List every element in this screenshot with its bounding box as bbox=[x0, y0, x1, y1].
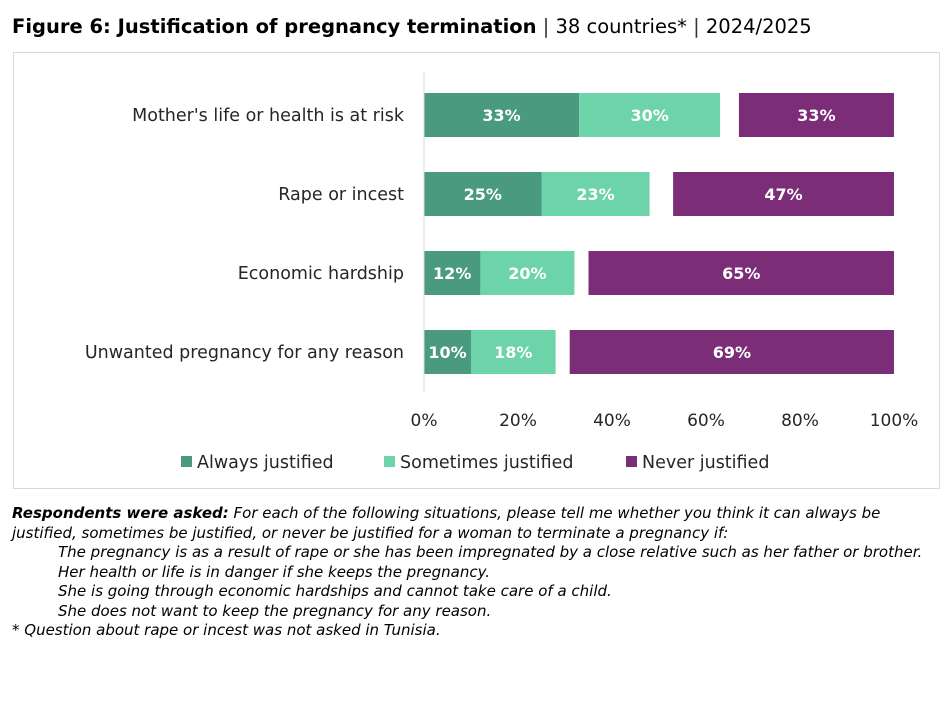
category-label: Unwanted pregnancy for any reason bbox=[85, 343, 404, 363]
legend: Always justified Sometimes justified Never… bbox=[181, 453, 769, 473]
bar-never bbox=[569, 330, 894, 374]
category-labels: Mother's life or health is at risk Rape o… bbox=[85, 106, 405, 363]
survey-period: 2024/2025 bbox=[705, 15, 812, 38]
legend-label: Never justified bbox=[642, 453, 769, 473]
bar-sometimes bbox=[579, 93, 721, 137]
x-tick-label: 20% bbox=[499, 411, 537, 431]
data-label: 25% bbox=[464, 185, 502, 204]
category-label: Economic hardship bbox=[238, 264, 404, 284]
x-tick-label: 100% bbox=[870, 411, 919, 431]
category-label: Rape or incest bbox=[278, 185, 404, 205]
stacked-bar-chart: 33% 30% 33% 25% 23% 47% 12% 20% 65% 10% 18% 69% Mot… bbox=[85, 73, 919, 473]
data-label: 30% bbox=[630, 106, 668, 125]
bar-always bbox=[424, 251, 481, 295]
bar-never bbox=[588, 251, 894, 295]
x-tick-label: 60% bbox=[687, 411, 725, 431]
legend-label: Always justified bbox=[197, 453, 334, 473]
data-label: 47% bbox=[764, 185, 802, 204]
footnote: * Question about rape or incest was not … bbox=[12, 621, 441, 639]
data-label: 20% bbox=[508, 264, 546, 283]
x-axis: 0% 20% 40% 60% 80% 100% bbox=[411, 73, 919, 431]
legend-swatch bbox=[181, 456, 192, 467]
question-text: For each of the following situations, pl… bbox=[12, 504, 881, 542]
data-label: 12% bbox=[433, 264, 471, 283]
bar-always bbox=[424, 330, 471, 374]
legend-item-sometimes: Sometimes justified bbox=[384, 453, 574, 473]
bars-layer: 33% 30% 33% 25% 23% 47% 12% 20% 65% 10% 18% 69% bbox=[424, 93, 894, 374]
bar-always bbox=[424, 172, 542, 216]
x-tick-label: 80% bbox=[781, 411, 819, 431]
data-label: 23% bbox=[576, 185, 614, 204]
chart-title: Figure 6: Justification of pregnancy ter… bbox=[12, 15, 537, 38]
legend-swatch bbox=[384, 456, 395, 467]
question-label: Respondents were asked: bbox=[12, 504, 229, 522]
data-label: 18% bbox=[494, 343, 532, 362]
legend-swatch bbox=[626, 456, 637, 467]
legend-item-never: Never justified bbox=[626, 453, 769, 473]
data-label: 10% bbox=[428, 343, 466, 362]
x-tick-label: 40% bbox=[593, 411, 631, 431]
data-label: 33% bbox=[797, 106, 835, 125]
data-label: 65% bbox=[722, 264, 760, 283]
legend-label: Sometimes justified bbox=[400, 453, 574, 473]
data-label: 33% bbox=[482, 106, 520, 125]
survey-notes: Respondents were asked: For each of the … bbox=[12, 504, 942, 641]
note-item: She is going through economic hardships … bbox=[58, 582, 612, 600]
bar-never bbox=[738, 93, 894, 137]
question-paragraph: Respondents were asked: For each of the … bbox=[12, 504, 942, 543]
title-separator: | bbox=[542, 15, 550, 38]
chart-frame: 33% 30% 33% 25% 23% 47% 12% 20% 65% 10% 18% 69% Mot… bbox=[13, 52, 940, 489]
category-label: Mother's life or health is at risk bbox=[132, 106, 405, 126]
data-label: 69% bbox=[713, 343, 751, 362]
title-separator: | bbox=[693, 15, 700, 38]
bar-sometimes bbox=[480, 251, 575, 295]
legend-item-always: Always justified bbox=[181, 453, 334, 473]
note-item: She does not want to keep the pregnancy … bbox=[58, 601, 492, 620]
bar-never bbox=[673, 172, 894, 216]
bar-sometimes bbox=[541, 172, 650, 216]
bar-always bbox=[424, 93, 580, 137]
note-item: The pregnancy is as a result of rape or … bbox=[58, 543, 923, 561]
bar-sometimes bbox=[471, 330, 556, 374]
x-tick-label: 0% bbox=[411, 411, 438, 431]
figure-title: Figure 6: Justification of pregnancy ter… bbox=[12, 12, 942, 42]
country-count: 38 countries* bbox=[555, 15, 687, 38]
note-item: Her health or life is in danger if she k… bbox=[58, 562, 491, 581]
